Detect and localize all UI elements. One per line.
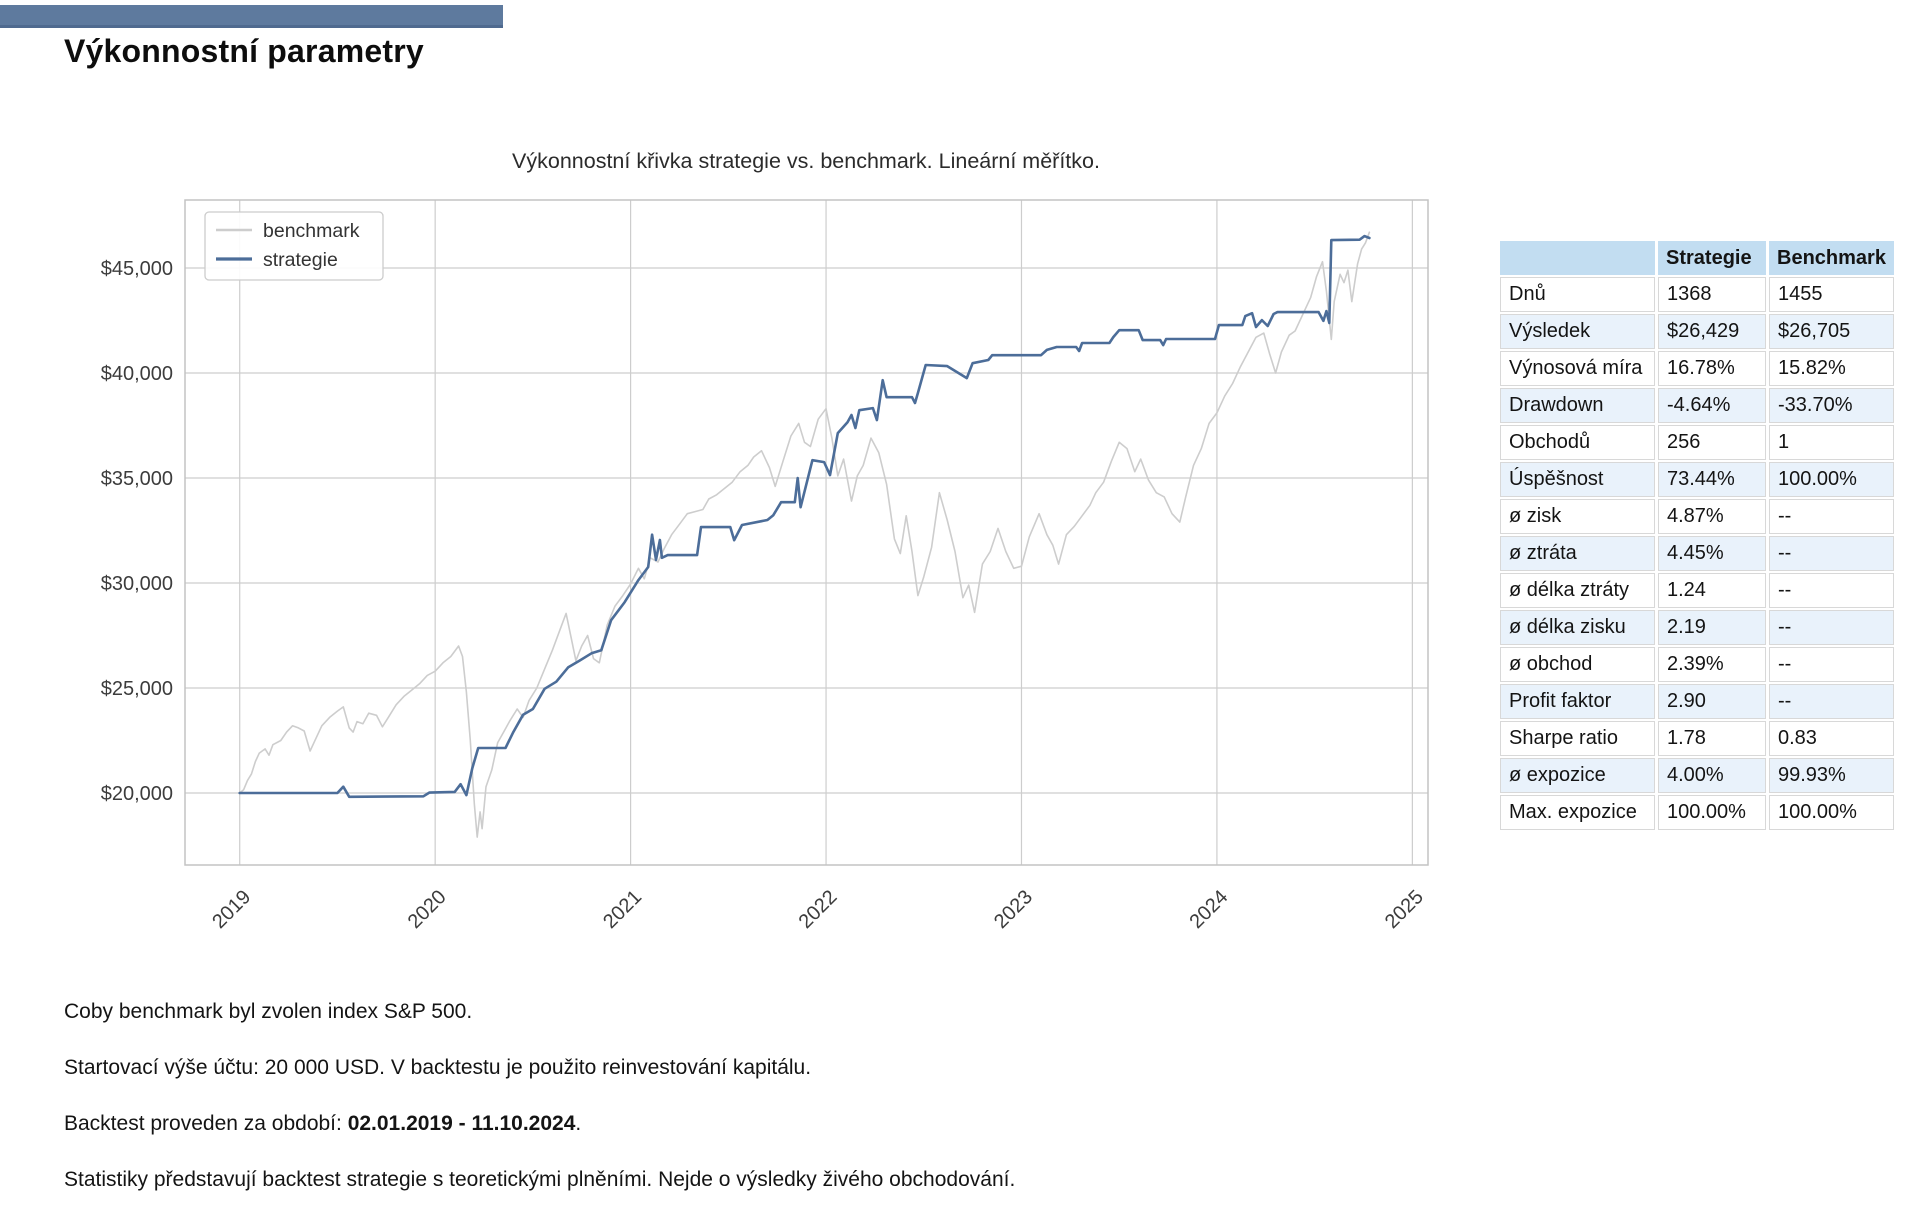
stat-label: Profit faktor xyxy=(1500,684,1655,719)
stats-table: Strategie Benchmark Dnů 1368 1455 Výsledek $… xyxy=(1497,239,1897,832)
stat-value: 1 xyxy=(1769,425,1894,460)
table-row: Výsledek $26,429 $26,705 xyxy=(1500,314,1894,349)
stat-label: ø délka zisku xyxy=(1500,610,1655,645)
y-axis-tick-labels: $20,000 $25,000 $30,000 $35,000 $40,000 $45,0… xyxy=(101,258,173,805)
stat-value: 2.90 xyxy=(1658,684,1766,719)
stat-value: -- xyxy=(1769,499,1894,534)
table-row: ø zisk 4.87% -- xyxy=(1500,499,1894,534)
table-row: Výnosová míra 16.78% 15.82% xyxy=(1500,351,1894,386)
stat-value: 100.00% xyxy=(1769,795,1894,830)
y-tick-label: $45,000 xyxy=(101,258,173,280)
chart-title: Výkonnostní křivka strategie vs. benchma… xyxy=(512,149,1100,173)
stat-value: 1.78 xyxy=(1658,721,1766,756)
stat-value: 100.00% xyxy=(1769,462,1894,497)
note-benchmark: Coby benchmark byl zvolen index S&P 500. xyxy=(64,1000,473,1023)
stat-value: $26,705 xyxy=(1769,314,1894,349)
x-tick-label: 2019 xyxy=(208,886,255,933)
stat-value: 73.44% xyxy=(1658,462,1766,497)
stat-col-strategie: Strategie xyxy=(1658,241,1766,275)
stat-value: 16.78% xyxy=(1658,351,1766,386)
stat-value: -- xyxy=(1769,610,1894,645)
stat-value: -- xyxy=(1769,573,1894,608)
stat-value: 99.93% xyxy=(1769,758,1894,793)
stat-label: Obchodů xyxy=(1500,425,1655,460)
stat-value: 4.45% xyxy=(1658,536,1766,571)
stat-value: 15.82% xyxy=(1769,351,1894,386)
stat-value: -33.70% xyxy=(1769,388,1894,423)
table-row: Dnů 1368 1455 xyxy=(1500,277,1894,312)
benchmark-line xyxy=(238,231,1371,838)
stat-value: -- xyxy=(1769,647,1894,682)
stat-col-benchmark: Benchmark xyxy=(1769,241,1894,275)
stat-label: ø expozice xyxy=(1500,758,1655,793)
stat-label: Sharpe ratio xyxy=(1500,721,1655,756)
plot-border xyxy=(184,199,1429,866)
stat-label: Max. expozice xyxy=(1500,795,1655,830)
x-tick-label: 2021 xyxy=(599,886,646,933)
stat-value: 0.83 xyxy=(1769,721,1894,756)
strategie-line xyxy=(238,234,1371,799)
y-tick-label: $30,000 xyxy=(101,573,173,595)
x-tick-label: 2024 xyxy=(1185,886,1232,933)
stat-value: 2.19 xyxy=(1658,610,1766,645)
stat-label: Dnů xyxy=(1500,277,1655,312)
stat-label: ø zisk xyxy=(1500,499,1655,534)
note-period-prefix: Backtest proveden za období: xyxy=(64,1112,348,1135)
y-tick-label: $35,000 xyxy=(101,468,173,490)
table-row: Drawdown -4.64% -33.70% xyxy=(1500,388,1894,423)
note-period-dates: 02.01.2019 - 11.10.2024 xyxy=(347,1112,576,1135)
table-row: ø délka ztráty 1.24 -- xyxy=(1500,573,1894,608)
table-row: Úspěšnost 73.44% 100.00% xyxy=(1500,462,1894,497)
stat-value: 4.87% xyxy=(1658,499,1766,534)
accent-bar xyxy=(0,5,503,28)
chart-legend: benchmark strategie xyxy=(204,211,384,281)
stat-value: 256 xyxy=(1658,425,1766,460)
y-tick-label: $20,000 xyxy=(101,783,173,805)
stat-label: Výsledek xyxy=(1500,314,1655,349)
stat-value: 2.39% xyxy=(1658,647,1766,682)
stat-value: -- xyxy=(1769,684,1894,719)
legend-strategie-label: strategie xyxy=(263,249,338,271)
stat-value: 1368 xyxy=(1658,277,1766,312)
legend-benchmark-label: benchmark xyxy=(263,220,360,242)
table-row: ø ztráta 4.45% -- xyxy=(1500,536,1894,571)
table-row: Profit faktor 2.90 -- xyxy=(1500,684,1894,719)
stat-label: Drawdown xyxy=(1500,388,1655,423)
stat-label: ø délka ztráty xyxy=(1500,573,1655,608)
x-axis-tick-labels: 2019 2020 2021 2022 2023 2024 2025 xyxy=(208,886,1428,933)
table-row: ø délka zisku 2.19 -- xyxy=(1500,610,1894,645)
x-tick-label: 2022 xyxy=(795,886,842,933)
page-title: Výkonnostní parametry xyxy=(64,33,424,69)
table-row: ø expozice 4.00% 99.93% xyxy=(1500,758,1894,793)
stat-label: ø ztráta xyxy=(1500,536,1655,571)
stat-value: 1455 xyxy=(1769,277,1894,312)
y-tick-label: $25,000 xyxy=(101,678,173,700)
table-row: Max. expozice 100.00% 100.00% xyxy=(1500,795,1894,830)
note-disclaimer: Statistiky představují backtest strategi… xyxy=(64,1168,1016,1191)
x-tick-label: 2025 xyxy=(1381,886,1428,933)
x-tick-label: 2020 xyxy=(404,886,451,933)
table-row: Sharpe ratio 1.78 0.83 xyxy=(1500,721,1894,756)
x-tick-label: 2023 xyxy=(990,886,1037,933)
stat-label: Úspěšnost xyxy=(1500,462,1655,497)
stat-value: 4.00% xyxy=(1658,758,1766,793)
stat-value: -- xyxy=(1769,536,1894,571)
table-row: ø obchod 2.39% -- xyxy=(1500,647,1894,682)
y-tick-label: $40,000 xyxy=(101,363,173,385)
performance-chart: Výkonnostní křivka strategie vs. benchma… xyxy=(101,149,1429,933)
stat-label: Výnosová míra xyxy=(1500,351,1655,386)
chart-gridlines xyxy=(185,200,1428,865)
table-header-row: Strategie Benchmark xyxy=(1500,241,1894,275)
note-period-suffix: . xyxy=(575,1112,582,1135)
stat-col-empty xyxy=(1500,241,1655,275)
note-start-capital: Startovací výše účtu: 20 000 USD. V back… xyxy=(64,1056,812,1079)
stat-value: 1.24 xyxy=(1658,573,1766,608)
stat-label: ø obchod xyxy=(1500,647,1655,682)
stat-value: -4.64% xyxy=(1658,388,1766,423)
stat-value: $26,429 xyxy=(1658,314,1766,349)
table-row: Obchodů 256 1 xyxy=(1500,425,1894,460)
stat-value: 100.00% xyxy=(1658,795,1766,830)
note-backtest-period: Backtest proveden za období: 02.01.2019 … xyxy=(64,1112,581,1136)
